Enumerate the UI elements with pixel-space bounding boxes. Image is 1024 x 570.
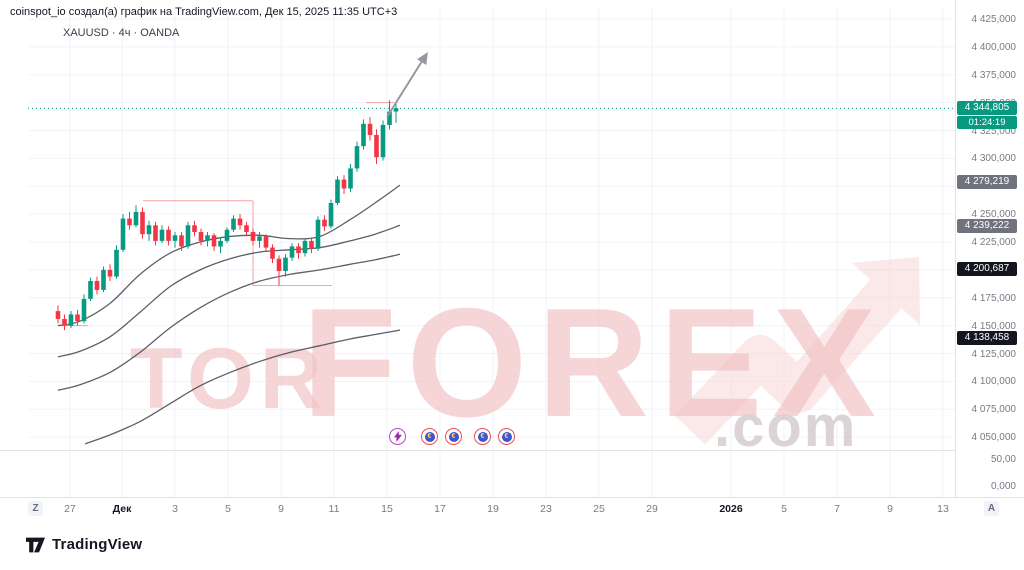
price-axis-label: 4 300,000 xyxy=(971,153,1017,165)
price-axis-label: 4 100,000 xyxy=(971,376,1017,388)
price-level-badge: 4 138,458 xyxy=(957,331,1017,346)
grid xyxy=(28,8,955,497)
price-axis-label: 4 125,000 xyxy=(971,348,1017,360)
economic-event-icon[interactable]: € xyxy=(421,428,438,445)
time-axis-label: 11 xyxy=(328,503,340,515)
price-axis-label: 4 050,000 xyxy=(971,432,1017,444)
price-axis-label: 4 325,000 xyxy=(971,125,1017,137)
price-axis-label: 4 425,000 xyxy=(971,14,1017,25)
price-level-badge: 4 279,219 xyxy=(957,174,1017,189)
bar-countdown-badge: 01:24:19 xyxy=(957,115,1017,129)
time-axis-label: 19 xyxy=(487,503,499,515)
price-level-badge: 4 239,222 xyxy=(957,219,1017,234)
time-axis-label: 15 xyxy=(381,503,393,515)
price-level-badge: 4 200,687 xyxy=(957,262,1017,277)
moving-average-lines xyxy=(57,184,401,445)
time-axis-label: 3 xyxy=(172,503,178,515)
time-axis-label: 5 xyxy=(781,503,787,515)
time-axis-label: 9 xyxy=(278,503,284,515)
time-axis-label: 29 xyxy=(646,503,658,515)
tradingview-logo-icon[interactable] xyxy=(26,537,45,553)
time-axis-label: 5 xyxy=(225,503,231,515)
time-axis-label: Дек xyxy=(112,503,132,515)
footer: TradingView xyxy=(26,536,142,553)
auto-scale-button[interactable]: A xyxy=(984,501,999,516)
time-axis-label: 23 xyxy=(540,503,552,515)
symbol-title: XAUUSD · 4ч · OANDA xyxy=(63,27,180,39)
svg-text:TOR: TOR xyxy=(130,331,328,427)
price-axis-label: 4 375,000 xyxy=(971,69,1017,81)
scroll-left-button[interactable]: Z xyxy=(28,501,43,516)
indicator-axis-label: 0,000 xyxy=(990,481,1016,492)
economic-event-icon[interactable]: € xyxy=(498,428,515,445)
time-axis-label: 7 xyxy=(834,503,840,515)
economic-event-icon[interactable]: € xyxy=(445,428,462,445)
price-axis-label: 4 075,000 xyxy=(971,404,1017,416)
time-axis-label: 13 xyxy=(937,503,949,515)
price-axis-label: 4 225,000 xyxy=(971,237,1017,248)
current-price-badge: 4 344,805 xyxy=(957,101,1017,116)
time-axis-label: 27 xyxy=(64,503,76,515)
time-axis-label: 2026 xyxy=(719,503,743,515)
tradingview-brand-text[interactable]: TradingView xyxy=(52,536,143,553)
svg-text:FOREX: FOREX xyxy=(302,276,886,449)
time-axis-label: 17 xyxy=(434,503,446,515)
time-axis-label: 9 xyxy=(887,503,893,515)
indicator-axis-label: 50,00 xyxy=(990,454,1016,465)
attribution-text: coinspot_io создал(а) график на TradingV… xyxy=(10,6,398,18)
lightning-event-icon[interactable] xyxy=(389,428,406,445)
price-axis-label: 4 400,000 xyxy=(971,41,1017,53)
price-axis-label: 4 175,000 xyxy=(971,292,1017,304)
price-axis-label: 4 150,000 xyxy=(971,320,1017,332)
price-axis-label: 4 250,000 xyxy=(971,209,1017,221)
candlestick-series xyxy=(55,100,399,331)
svg-text:.com: .com xyxy=(714,394,857,459)
trend-arrow[interactable] xyxy=(386,52,428,118)
time-axis-label: 25 xyxy=(593,503,605,515)
economic-event-icon[interactable]: € xyxy=(474,428,491,445)
time-axis[interactable]: 27 Дек 3 5 9 11 15 17 19 23 25 29 2026 5 7 9 13 xyxy=(0,498,1024,520)
